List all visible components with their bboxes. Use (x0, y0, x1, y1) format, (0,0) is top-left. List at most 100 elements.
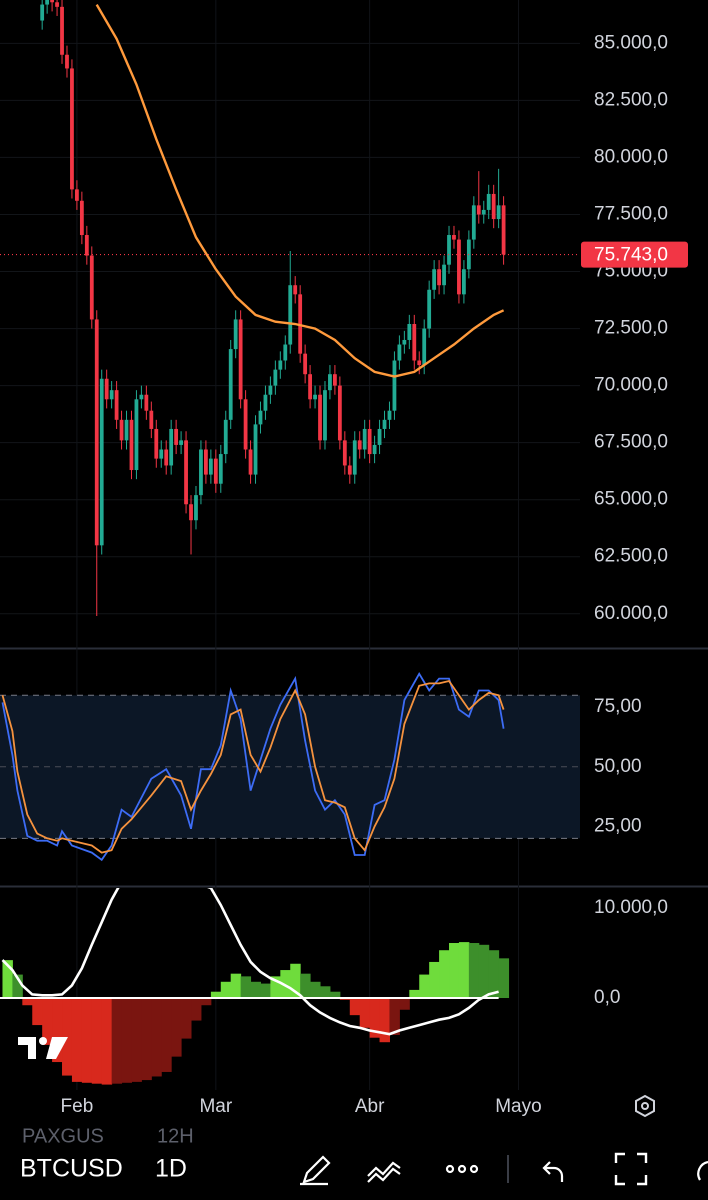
candle-body (204, 449, 208, 475)
interval[interactable]: 1D (155, 1155, 187, 1183)
candle-body (119, 419, 124, 441)
candle-body (481, 209, 486, 215)
candle-body (278, 360, 283, 370)
y-tick-label: 0,0 (594, 987, 620, 1008)
candle-body (293, 285, 298, 295)
candle-body (407, 324, 412, 340)
y-tick-label: 60.000,0 (594, 603, 668, 624)
oscillator-bar (419, 974, 430, 999)
y-tick-label: 25,00 (594, 815, 642, 836)
candle-body (432, 269, 437, 290)
candle-body (114, 390, 119, 420)
candle-body (471, 205, 476, 240)
oscillator-bar (478, 944, 490, 999)
oscillator-bar (62, 998, 73, 1076)
candle-body (159, 449, 164, 459)
oscillator-bar (389, 998, 400, 1035)
indicator-button[interactable] (367, 1161, 401, 1183)
oscillator-bar (52, 998, 63, 1063)
candle-body (392, 360, 397, 411)
candle-body (258, 410, 263, 425)
y-tick-label: 72.500,0 (594, 318, 668, 339)
y-tick-label: 62.500,0 (594, 546, 668, 567)
more-button[interactable] (445, 1164, 479, 1174)
candle-body (243, 399, 248, 450)
candle-body (486, 193, 491, 210)
candle-body (70, 68, 74, 190)
candle-body (402, 339, 407, 345)
candle-body (342, 440, 347, 466)
candle-body (501, 205, 506, 255)
oscillator-bar (429, 961, 440, 999)
candle-body (288, 285, 293, 345)
candle-body (417, 360, 422, 366)
candle-body (491, 193, 496, 220)
fullscreen-button[interactable] (614, 1152, 648, 1186)
candle-body (397, 344, 402, 361)
candle-body (347, 465, 352, 475)
candle-body (496, 205, 501, 220)
symbol[interactable]: BTCUSD (20, 1155, 123, 1183)
candle-body (462, 269, 466, 295)
candle-body (452, 235, 456, 240)
more-tools-button[interactable] (697, 1160, 708, 1181)
panel (0, 888, 510, 1085)
candle-body (308, 374, 312, 400)
draw-tool-button[interactable] (300, 1155, 331, 1186)
candle-body (99, 378, 104, 546)
last-price-label: 75.743,0 (594, 245, 668, 266)
candle-body (45, 0, 50, 5)
candle-body (184, 440, 188, 505)
candle-body (169, 428, 174, 466)
y-tick-label: 85.000,0 (594, 32, 668, 53)
oscillator-bar (111, 998, 123, 1084)
y-tick-label: 10.000,0 (594, 897, 668, 918)
oscillator-bar (71, 998, 83, 1082)
candle-body (313, 394, 317, 400)
y-tick-label: 82.500,0 (594, 89, 668, 110)
toolbar-background (0, 1150, 708, 1200)
candle-body (422, 328, 427, 366)
undo-button[interactable] (542, 1161, 564, 1182)
oscillator-bar (290, 963, 301, 999)
candle-body (372, 444, 377, 455)
x-tick-label: Abr (355, 1096, 385, 1117)
candle-body (154, 428, 159, 459)
candle-body (357, 440, 362, 450)
candle-body (129, 419, 134, 471)
oscillator-line (1, 888, 499, 1036)
y-tick-label: 70.000,0 (594, 375, 668, 396)
stoch-line (1, 679, 505, 854)
candle-body (223, 419, 228, 455)
candle-body (208, 458, 213, 475)
panels (0, 0, 580, 1090)
oscillator-bar (81, 998, 93, 1083)
candle-body (84, 235, 89, 256)
candle-body (75, 189, 79, 201)
candle-body (457, 239, 461, 295)
y-tick-label: 67.500,0 (594, 432, 668, 453)
last-price-box (581, 241, 688, 268)
watchlist-symbol[interactable]: PAXGUS (22, 1125, 104, 1147)
y-tick-label: 80.000,0 (594, 146, 668, 167)
watchlist-interval[interactable]: 12H (157, 1125, 194, 1147)
oscillator-bar (121, 998, 132, 1083)
oscillator-bar (191, 998, 202, 1021)
panel (0, 0, 580, 617)
candle-body (79, 200, 84, 236)
oscillator-bar (22, 998, 33, 1006)
oscillator-bar (230, 973, 242, 999)
oscillator-bar (151, 998, 162, 1077)
oscillator-bar (310, 981, 321, 999)
candle-body (337, 385, 342, 441)
oscillator-bar (2, 960, 13, 999)
candle-body (333, 374, 337, 386)
oscillator-bar (449, 943, 460, 999)
oscillator-bar (359, 998, 371, 1028)
candle-body (268, 385, 273, 395)
moving-average (95, 3, 505, 378)
candle-body (318, 394, 322, 441)
candle-body (189, 504, 193, 521)
settings-button[interactable] (635, 1094, 655, 1118)
